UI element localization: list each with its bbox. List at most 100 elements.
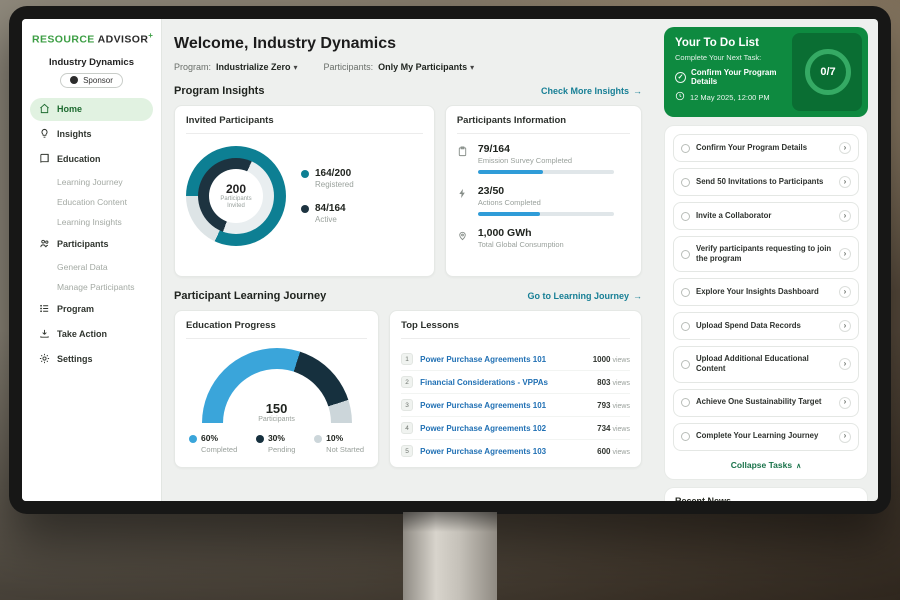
lesson-row[interactable]: 5 Power Purchase Agreements 103 600 views bbox=[401, 440, 630, 462]
legend-completed: 60% Completed bbox=[189, 433, 237, 454]
legend-registered: 164/200 Registered bbox=[301, 168, 354, 189]
task-item[interactable]: Verify participants requesting to join t… bbox=[673, 236, 859, 273]
lesson-link[interactable]: Power Purchase Agreements 103 bbox=[420, 446, 547, 456]
lesson-link[interactable]: Power Purchase Agreements 102 bbox=[420, 423, 547, 433]
program-filter[interactable]: Program: Industrialize Zero ▾ bbox=[174, 62, 298, 72]
people-icon bbox=[39, 238, 50, 251]
rank-badge: 3 bbox=[401, 399, 414, 411]
pending-dot bbox=[255, 435, 264, 443]
task-checkbox[interactable] bbox=[681, 398, 690, 407]
sidebar-item-home[interactable]: Home bbox=[30, 97, 153, 121]
chevron-right-icon[interactable]: › bbox=[839, 320, 851, 333]
next-task-time: 12 May 2025, 12:00 PM bbox=[675, 91, 857, 103]
task-checkbox[interactable] bbox=[681, 287, 690, 297]
chevron-right-icon[interactable]: › bbox=[839, 430, 851, 443]
check-more-insights-link[interactable]: Check More Insights → bbox=[540, 86, 642, 96]
chevron-down-icon: ▾ bbox=[470, 63, 475, 72]
education-progress-card: Education Progress 150 Participants 60% … bbox=[174, 310, 380, 468]
chevron-right-icon[interactable]: › bbox=[839, 142, 851, 154]
home-icon bbox=[39, 103, 50, 116]
bulb-icon bbox=[39, 128, 50, 141]
sponsor-badge: Sponsor bbox=[60, 72, 123, 88]
sidebar-item-settings[interactable]: Settings bbox=[30, 348, 153, 371]
chevron-right-icon[interactable]: › bbox=[839, 176, 851, 188]
invited-donut-center: 200 Participants Invited bbox=[209, 169, 263, 223]
task-item[interactable]: Confirm Your Program Details › bbox=[673, 134, 859, 162]
sidebar-item-education[interactable]: Education bbox=[30, 148, 153, 171]
lesson-link[interactable]: Financial Considerations - VPPAs bbox=[420, 377, 548, 387]
filters-row: Program: Industrialize Zero ▾ Participants… bbox=[174, 62, 642, 72]
task-list-card: Confirm Your Program Details › Send 50 I… bbox=[664, 125, 868, 480]
clipboard-icon bbox=[457, 143, 470, 174]
monitor-stand bbox=[403, 512, 497, 600]
sidebar-item-manage-participants[interactable]: Manage Participants bbox=[57, 281, 135, 292]
chevron-right-icon[interactable]: › bbox=[839, 286, 851, 299]
go-to-learning-journey-link[interactable]: Go to Learning Journey → bbox=[527, 291, 642, 301]
registered-dot bbox=[301, 170, 309, 178]
education-gauge-chart: 150 Participants bbox=[201, 348, 352, 424]
sidebar-item-program[interactable]: Program bbox=[30, 298, 153, 321]
task-checkbox[interactable] bbox=[681, 177, 690, 187]
participants-information-card: Participants Information 79/164 Emission… bbox=[444, 105, 642, 277]
task-checkbox[interactable] bbox=[681, 211, 690, 221]
clock-icon bbox=[675, 91, 685, 103]
task-item[interactable]: Complete Your Learning Journey › bbox=[673, 422, 859, 451]
lesson-link[interactable]: Power Purchase Agreements 101 bbox=[420, 354, 547, 364]
top-lessons-card: Top Lessons 1 Power Purchase Agreements … bbox=[389, 310, 642, 468]
list-icon bbox=[39, 303, 50, 316]
sidebar-item-learning-insights[interactable]: Learning Insights bbox=[57, 216, 122, 227]
sidebar-item-take-action[interactable]: Take Action bbox=[30, 323, 153, 346]
task-checkbox[interactable] bbox=[681, 432, 690, 441]
sidebar-item-general-data[interactable]: General Data bbox=[57, 261, 108, 272]
pin-icon bbox=[457, 227, 470, 249]
lesson-row[interactable]: 4 Power Purchase Agreements 102 734 views bbox=[401, 417, 630, 440]
download-icon bbox=[39, 328, 50, 341]
gear-icon bbox=[39, 353, 50, 366]
invited-donut-chart: 200 Participants Invited bbox=[186, 146, 286, 246]
rank-badge: 2 bbox=[401, 376, 414, 388]
progress-track bbox=[477, 170, 614, 174]
lesson-row[interactable]: 3 Power Purchase Agreements 101 793 views bbox=[401, 394, 630, 417]
recent-news-title: Recent News bbox=[675, 495, 732, 502]
participants-filter[interactable]: Participants: Only My Participants ▾ bbox=[323, 62, 475, 72]
progress-fill bbox=[477, 212, 541, 216]
invited-participants-card: Invited Participants 200 Participants In… bbox=[174, 105, 435, 277]
task-item[interactable]: Explore Your Insights Dashboard › bbox=[673, 278, 859, 307]
sidebar-item-insights[interactable]: Insights bbox=[30, 123, 153, 146]
sidebar-item-learning-journey[interactable]: Learning Journey bbox=[57, 176, 123, 187]
chevron-right-icon[interactable]: › bbox=[839, 210, 851, 222]
check-icon: ✓ bbox=[675, 71, 686, 83]
lesson-row[interactable]: 1 Power Purchase Agreements 101 1000 view… bbox=[401, 348, 630, 371]
task-item[interactable]: Send 50 Invitations to Participants › bbox=[673, 168, 859, 196]
task-item[interactable]: Upload Spend Data Records › bbox=[673, 312, 859, 341]
rank-badge: 4 bbox=[401, 422, 414, 434]
card-title: Top Lessons bbox=[401, 320, 630, 339]
lesson-row[interactable]: 2 Financial Considerations - VPPAs 803 vi… bbox=[401, 371, 630, 394]
sidebar-item-participants[interactable]: Participants bbox=[30, 233, 153, 256]
task-checkbox[interactable] bbox=[681, 359, 690, 369]
info-row-actions: 23/50 Actions Completed bbox=[457, 185, 630, 216]
chevron-right-icon[interactable]: › bbox=[839, 396, 851, 409]
task-checkbox[interactable] bbox=[681, 249, 690, 259]
next-task: ✓ Confirm Your Program Details bbox=[675, 68, 857, 86]
book-icon bbox=[39, 153, 50, 166]
task-checkbox[interactable] bbox=[681, 321, 690, 331]
sidebar-item-education-content[interactable]: Education Content bbox=[57, 196, 127, 207]
task-item[interactable]: Achieve One Sustainability Target › bbox=[673, 388, 859, 417]
sponsor-icon bbox=[70, 76, 79, 84]
section-title: Program Insights bbox=[174, 85, 265, 97]
chevron-right-icon[interactable]: › bbox=[839, 358, 851, 371]
task-item[interactable]: Upload Additional Educational Content › bbox=[673, 346, 859, 383]
task-checkbox[interactable] bbox=[681, 143, 690, 153]
legend-not-started: 10% Not Started bbox=[314, 433, 364, 454]
card-title: Education Progress bbox=[186, 320, 368, 339]
task-item[interactable]: Invite a Collaborator › bbox=[673, 202, 859, 230]
lesson-link[interactable]: Power Purchase Agreements 101 bbox=[420, 400, 547, 410]
recent-news-card: Recent News bbox=[664, 486, 868, 502]
card-title: Participants Information bbox=[456, 115, 630, 134]
chevron-right-icon[interactable]: › bbox=[839, 248, 851, 261]
chevron-up-icon: ∧ bbox=[796, 462, 802, 470]
program-insights-header: Program Insights Check More Insights → bbox=[174, 85, 642, 97]
card-title: Invited Participants bbox=[186, 115, 423, 134]
collapse-tasks-button[interactable]: Collapse Tasks ∧ bbox=[730, 459, 802, 470]
